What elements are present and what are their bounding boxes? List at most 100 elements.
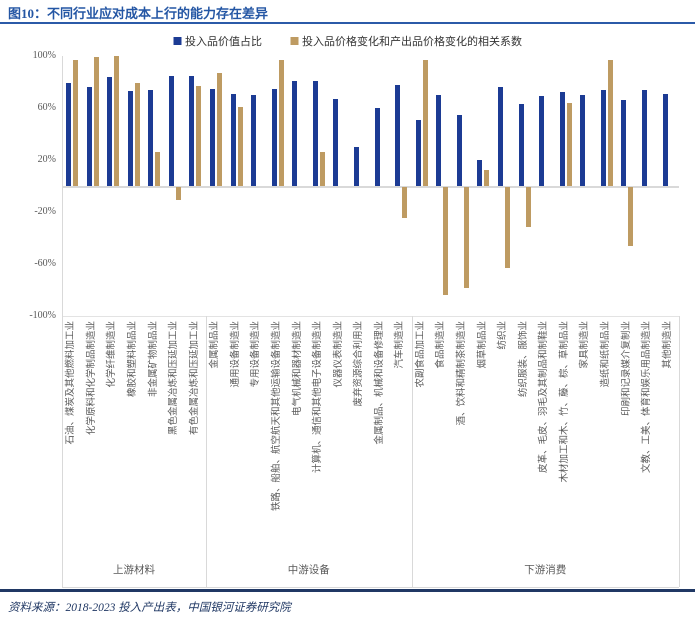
bar-value-share (210, 88, 216, 186)
bar-value-share (127, 91, 133, 186)
bar-correlation (73, 59, 79, 186)
x-axis-category-label: 汽车制造业 (395, 321, 406, 369)
group-divider (411, 316, 413, 587)
bar-correlation (217, 72, 223, 186)
bar-correlation (196, 85, 202, 186)
bar-value-share (148, 89, 154, 186)
bar-value-share (415, 119, 421, 186)
bar-value-share (436, 95, 442, 186)
x-axis-category-label: 黑色金属冶炼和压延加工业 (169, 321, 180, 436)
bar-value-share (354, 147, 360, 186)
bar-correlation (422, 59, 428, 186)
chart-legend: 投入品价值占比 投入品价格变化和产出品价格变化的相关系数 (173, 33, 522, 49)
group-label: 下游消费 (524, 565, 567, 576)
bottom-gridline (62, 316, 679, 317)
title-underline (0, 22, 695, 24)
group-label: 上游材料 (112, 565, 155, 576)
x-axis-category-label: 仪器仪表制造业 (333, 321, 344, 388)
bar-value-share (230, 93, 236, 186)
x-axis-category-label: 通用设备制造业 (230, 321, 241, 388)
x-axis-category-label: 酒、饮料和精制茶制造业 (457, 321, 468, 426)
x-axis-category-label: 木材加工和木、竹、藤、棕、草制品业 (559, 321, 570, 483)
bar-correlation (114, 56, 120, 186)
x-axis-category-label: 食品制造业 (436, 321, 447, 369)
y-axis-tick-label: 60% (37, 102, 56, 113)
y-axis-tick-label: 20% (37, 154, 56, 165)
x-axis-category-label: 化学原料和化学制品制造业 (86, 321, 97, 436)
bar-correlation (628, 187, 634, 246)
bar-correlation (484, 170, 490, 186)
x-axis-category-label: 废弃资源综合利用业 (354, 321, 365, 407)
bar-correlation (278, 59, 284, 186)
x-axis-category-label: 造纸和纸制品业 (601, 321, 612, 388)
x-axis-category-label: 烟草制品业 (477, 321, 488, 369)
bar-value-share (456, 114, 462, 186)
x-axis-category-label: 纺织服装、服饰业 (518, 321, 529, 398)
bar-value-share (497, 87, 503, 186)
x-axis-category-label: 金属制品业 (210, 321, 221, 369)
bar-value-share (374, 108, 380, 186)
bar-value-share (600, 89, 606, 186)
group-label: 中游设备 (287, 565, 330, 576)
x-axis-category-label: 电气机械和器材制造业 (292, 321, 303, 417)
bar-value-share (621, 100, 627, 186)
legend-item-correlation: 投入品价格变化和产出品价格变化的相关系数 (290, 33, 522, 49)
bar-correlation (443, 187, 449, 295)
bar-correlation (525, 187, 531, 228)
bar-value-share (477, 160, 483, 186)
x-axis-category-label: 印刷和记录媒介复制业 (621, 321, 632, 417)
y-axis-tick-label: -60% (34, 258, 56, 269)
x-axis-category-label: 专用设备制造业 (251, 321, 262, 388)
x-axis-category-label: 化学纤维制造业 (107, 321, 118, 388)
bar-correlation (402, 187, 408, 219)
figure-title: 图10：不同行业应对成本上行的能力存在差异 (8, 6, 269, 21)
x-axis-category-label: 金属制品、机械和设备修理业 (374, 321, 385, 445)
bar-correlation (319, 152, 325, 186)
bar-value-share (333, 98, 339, 186)
bar-value-share (168, 75, 174, 186)
bar-correlation (607, 59, 613, 186)
bar-correlation (93, 57, 99, 186)
legend-swatch-correlation (290, 37, 298, 45)
x-axis-category-label: 计算机、通信和其他电子设备制造业 (313, 321, 324, 474)
bar-correlation (155, 152, 161, 186)
bar-correlation (566, 102, 572, 186)
y-axis-tick-label: -100% (29, 310, 56, 321)
bar-value-share (189, 75, 195, 186)
legend-swatch-value-share (173, 37, 181, 45)
legend-label-value-share: 投入品价值占比 (185, 36, 262, 48)
bar-value-share (395, 84, 401, 186)
x-axis-category-label: 橡胶和塑料制品业 (127, 321, 138, 398)
bar-value-share (580, 95, 586, 186)
group-divider (679, 316, 680, 587)
bar-correlation (504, 187, 510, 268)
x-axis-category-label: 铁路、船舶、航空航天和其他运输设备制造业 (271, 321, 282, 512)
x-axis-category-label: 纺织业 (498, 321, 509, 350)
bar-value-share (251, 95, 257, 186)
x-axis-category-label: 农副食品加工业 (415, 321, 426, 388)
x-axis-category-label: 其他制造业 (662, 321, 673, 369)
y-axis-tick-label: 100% (32, 50, 56, 61)
legend-item-value-share: 投入品价值占比 (173, 33, 262, 49)
source-note: 资料来源：2018-2023 投入产出表，中国银河证券研究院 (8, 602, 291, 614)
bar-value-share (662, 93, 668, 186)
label-area-bottom-line (62, 587, 679, 588)
x-axis-category-label: 家具制造业 (580, 321, 591, 369)
group-divider (205, 316, 207, 587)
bar-correlation (237, 106, 243, 186)
bar-value-share (641, 89, 647, 186)
bar-correlation (175, 187, 181, 200)
x-axis-category-label: 文教、工美、体育和娱乐用品制造业 (642, 321, 653, 474)
x-axis-category-label: 皮革、毛皮、羽毛及其制品和制鞋业 (539, 321, 550, 474)
bar-value-share (518, 104, 524, 186)
legend-label-correlation: 投入品价格变化和产出品价格变化的相关系数 (302, 36, 522, 48)
bar-value-share (86, 87, 92, 186)
footer-rule (0, 589, 695, 592)
y-axis-line (62, 56, 63, 587)
bar-value-share (292, 80, 298, 186)
bar-value-share (312, 80, 318, 186)
x-axis-category-label: 有色金属冶炼和压延加工业 (189, 321, 200, 436)
x-axis-category-label: 非金属矿物制品业 (148, 321, 159, 398)
